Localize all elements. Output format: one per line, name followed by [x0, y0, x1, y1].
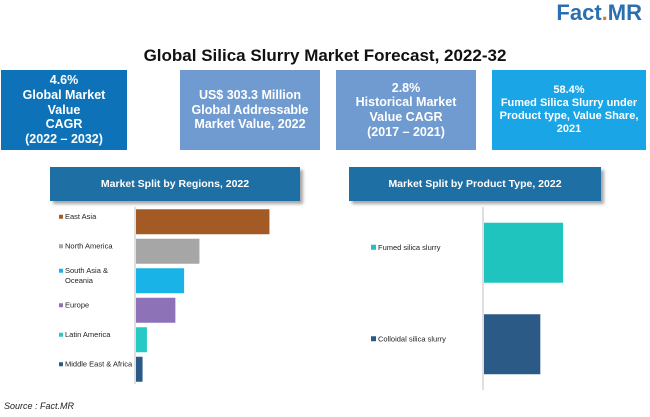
bar-east-asia	[136, 209, 270, 235]
category-label-europe: Europe	[65, 300, 89, 309]
category-label-latin-america: Latin America	[65, 330, 111, 339]
regions-chart-header: Market Split by Regions, 2022	[50, 167, 300, 201]
category-label-east-asia: East Asia	[65, 212, 97, 221]
kpi-line: Market Value, 2022	[194, 117, 306, 132]
category-label-colloidal-silica-slurry: Colloidal silica slurry	[378, 334, 446, 343]
category-label-south-asia-oceania: South Asia &	[65, 266, 108, 275]
kpi-line: Value CAGR	[369, 110, 443, 124]
kpi-line: 4.6%	[49, 73, 79, 88]
category-label-middle-east-africa: Middle East & Africa	[65, 359, 133, 368]
category-label-south-asia-oceania: Oceania	[65, 276, 94, 285]
bar-latin-america	[136, 327, 147, 353]
kpi-line: (2022 – 2032)	[25, 132, 103, 147]
bar-south-asia-oceania	[136, 268, 185, 294]
kpi-line: CAGR	[45, 117, 83, 132]
category-label-north-america: North America	[65, 241, 113, 250]
legend-marker-europe	[59, 303, 63, 308]
legend-marker-latin-america	[59, 332, 63, 337]
kpi-line: 2.8%	[391, 80, 421, 95]
kpi-line: Fumed Silica Slurry under	[500, 97, 638, 110]
bar-middle-east-africa	[136, 356, 143, 382]
bar-fumed-silica-slurry	[484, 222, 564, 283]
kpi-line: Global Market Value	[22, 87, 106, 117]
kpi-box-fumed-share: 58.4% Fumed Silica Slurry under Product …	[492, 70, 646, 150]
source-note: Source : Fact.MR	[4, 401, 75, 411]
bar-north-america	[136, 238, 200, 264]
factmr-logo: Fact.MR	[556, 0, 642, 26]
kpi-line: Product type, Value Share,	[499, 110, 639, 122]
legend-marker-south-asia-oceania	[59, 268, 63, 273]
kpi-line: (2017 – 2021)	[367, 124, 445, 139]
legend-marker-north-america	[59, 244, 63, 249]
kpi-line: 2021	[556, 122, 582, 135]
kpi-box-market-value: US$ 303.3 Million Global Addressable Mar…	[180, 70, 320, 150]
product-chart-header: Market Split by Product Type, 2022	[349, 167, 601, 201]
legend-marker-fumed-silica-slurry	[371, 244, 376, 250]
logo-text-mr: MR	[607, 0, 642, 25]
legend-marker-middle-east-africa	[59, 362, 63, 367]
bar-europe	[136, 297, 176, 323]
kpi-box-historical-cagr: 2.8% Historical Market Value CAGR (2017 …	[336, 70, 476, 150]
kpi-box-global-cagr: 4.6% Global Market Value CAGR (2022 – 20…	[1, 70, 127, 150]
kpi-line: US$ 303.3 Million	[198, 87, 302, 102]
legend-marker-colloidal-silica-slurry	[371, 336, 376, 342]
bar-colloidal-silica-slurry	[484, 314, 541, 375]
logo-dot: .	[601, 0, 608, 25]
kpi-line: Historical Market	[355, 95, 457, 110]
kpi-line: Global Addressable	[191, 102, 309, 117]
category-label-fumed-silica-slurry: Fumed silica slurry	[378, 243, 441, 252]
page-title: Global Silica Slurry Market Forecast, 20…	[143, 46, 507, 65]
kpi-line: 58.4%	[553, 84, 585, 97]
logo-text-fact: Fact	[556, 0, 602, 25]
legend-marker-east-asia	[59, 214, 63, 219]
